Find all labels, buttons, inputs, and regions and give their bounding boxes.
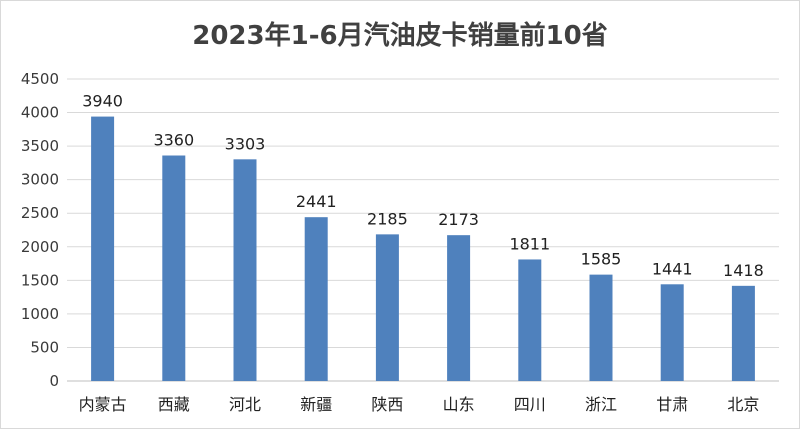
y-tick-label: 4500 xyxy=(21,70,59,88)
data-label: 1585 xyxy=(581,250,622,269)
bar xyxy=(732,286,755,381)
bar xyxy=(376,234,399,381)
x-tick-label: 甘肃 xyxy=(656,395,688,414)
data-label: 1811 xyxy=(509,234,550,253)
y-tick-label: 2500 xyxy=(21,204,59,222)
bar xyxy=(162,156,185,381)
y-tick-label: 3500 xyxy=(21,137,59,155)
x-tick-label: 河北 xyxy=(229,395,261,414)
bar-chart: 0 500 1000 1500 2000 2500 3000 3500 4000 4500 3940… xyxy=(1,1,799,428)
bar xyxy=(91,117,114,381)
data-label: 3303 xyxy=(225,134,266,153)
x-tick-label: 北京 xyxy=(727,395,759,414)
bar xyxy=(661,284,684,381)
x-tick-label: 四川 xyxy=(514,395,546,414)
x-tick-label: 山东 xyxy=(443,395,475,414)
data-label: 1441 xyxy=(652,259,693,278)
bar xyxy=(447,235,470,381)
data-label: 3940 xyxy=(82,92,123,111)
data-label: 3360 xyxy=(153,131,194,150)
data-label: 2173 xyxy=(438,210,479,229)
x-tick-label: 新疆 xyxy=(300,395,332,414)
x-tick-label: 西藏 xyxy=(158,395,190,414)
data-label: 1418 xyxy=(723,261,764,280)
y-tick-label: 4000 xyxy=(21,104,59,122)
bar xyxy=(590,275,613,381)
x-tick-label: 内蒙古 xyxy=(79,395,127,414)
y-tick-label: 500 xyxy=(30,338,59,356)
x-tick-label: 浙江 xyxy=(585,395,617,414)
data-label: 2441 xyxy=(296,192,337,211)
chart-frame: 2023年1-6月汽油皮卡销量前10省 0 500 1000 1500 2000 2500… xyxy=(0,0,800,429)
y-tick-label: 1500 xyxy=(21,271,59,289)
bar xyxy=(518,259,541,381)
data-label: 2185 xyxy=(367,209,408,228)
x-tick-label: 陕西 xyxy=(371,395,403,414)
y-tick-label: 1000 xyxy=(21,305,59,323)
y-tick-label: 2000 xyxy=(21,238,59,256)
y-tick-label: 3000 xyxy=(21,171,59,189)
bar xyxy=(234,159,257,381)
y-tick-label: 0 xyxy=(49,372,59,390)
bar xyxy=(305,217,328,381)
